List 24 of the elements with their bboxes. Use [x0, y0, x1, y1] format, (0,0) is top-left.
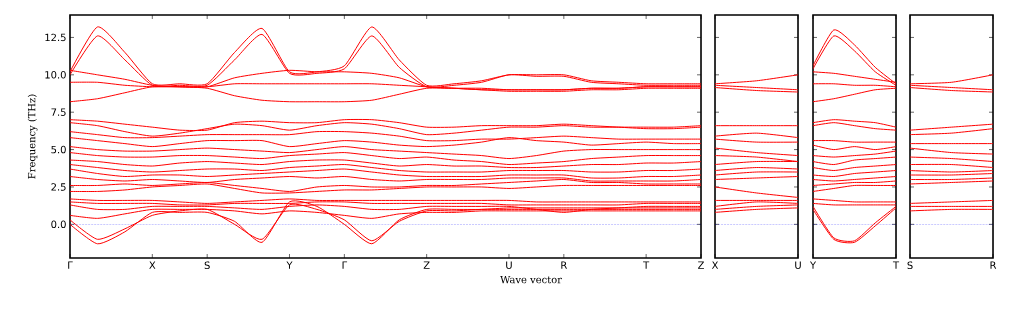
x-tick-label: R — [990, 261, 997, 269]
y-tick-label: 12.5 — [45, 33, 66, 42]
y-axis-title: Frequency (THz) — [27, 94, 38, 179]
x-tick-label: T — [892, 261, 900, 269]
x-tick-label: S — [204, 261, 210, 270]
x-tick-label: U — [795, 261, 801, 269]
y-tick-label: 7.5 — [51, 108, 66, 116]
x-tick-label: Γ — [68, 261, 73, 269]
x-axis-title: Wave vector — [500, 275, 562, 284]
y-tick-label: 2.5 — [51, 183, 66, 191]
x-tick-label: Y — [809, 261, 817, 269]
x-tick-label: T — [643, 261, 650, 269]
x-tick-label: Z — [698, 261, 704, 269]
x-tick-label: Y — [286, 261, 293, 269]
x-tick-label: Γ — [342, 261, 348, 269]
x-tick-label: U — [506, 261, 512, 269]
x-tick-label: S — [907, 261, 913, 270]
x-tick-label: Z — [423, 261, 430, 269]
y-tick-label: 0.0 — [51, 220, 66, 229]
x-tick-label: X — [711, 261, 719, 269]
x-tick-label: R — [561, 261, 568, 269]
y-tick-label: 5.0 — [51, 145, 66, 154]
y-tick-label: 10.0 — [45, 71, 66, 79]
x-tick-label: X — [149, 261, 156, 269]
